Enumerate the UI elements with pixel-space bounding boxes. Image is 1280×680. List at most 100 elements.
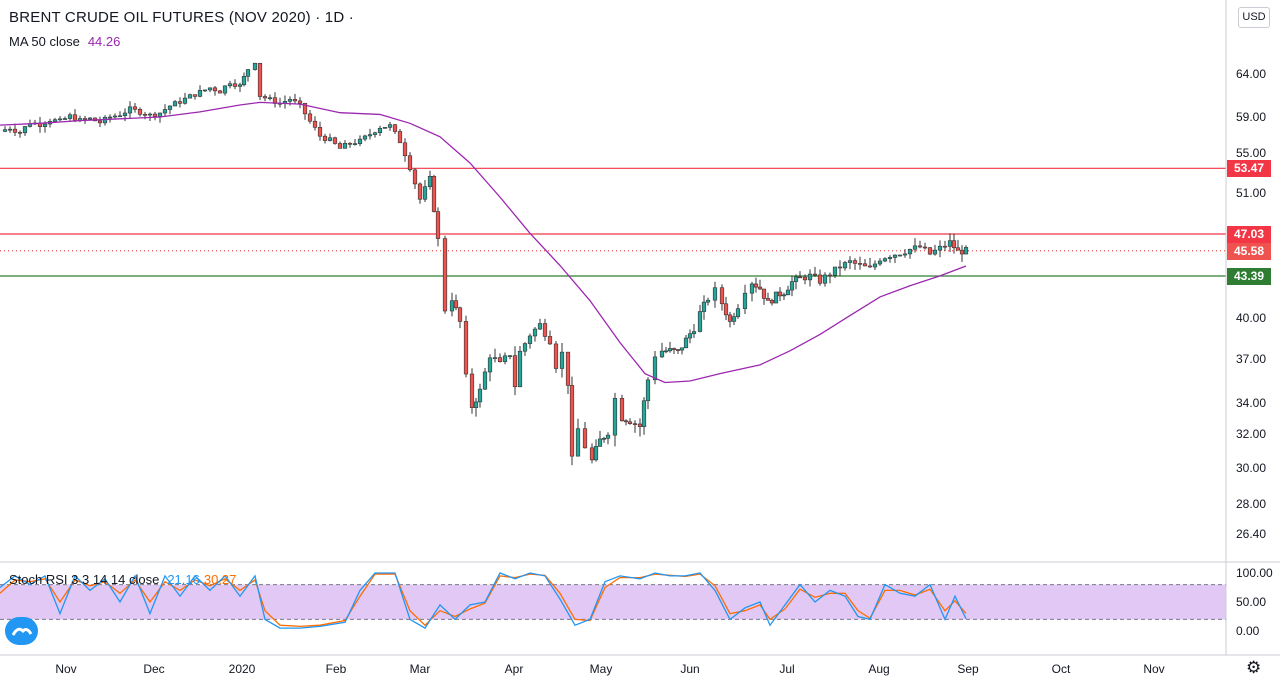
candle-body <box>317 127 323 137</box>
candle-body <box>942 245 948 248</box>
candle-body <box>142 113 148 116</box>
candle-body <box>781 294 787 297</box>
logo-glyph <box>11 627 33 636</box>
candle-body <box>232 83 238 87</box>
candle-body <box>917 245 923 248</box>
ma-legend[interactable]: MA 50 close 44.26 <box>9 34 120 49</box>
candle-body <box>731 316 737 322</box>
price-tick-label: 59.00 <box>1236 110 1266 124</box>
horizontal-levels <box>0 167 1226 277</box>
candle-body <box>427 176 433 187</box>
candle-body <box>641 400 647 427</box>
price-tick-label: 30.00 <box>1236 461 1266 475</box>
ma50-polyline <box>0 101 967 384</box>
candle-body <box>663 350 669 353</box>
candle-body <box>687 333 693 339</box>
candle-body <box>372 132 378 135</box>
gear-icon[interactable]: ⚙ <box>1246 658 1262 677</box>
candle-body <box>777 291 783 297</box>
candle-body <box>127 106 133 114</box>
time-tick-label: Sep <box>957 662 979 676</box>
candle-body <box>262 96 268 99</box>
candle-body <box>507 355 513 357</box>
candle-body <box>922 246 928 249</box>
candle-body <box>727 314 733 322</box>
candle-body <box>723 303 729 316</box>
candle-body <box>267 97 273 100</box>
currency-button[interactable]: USD <box>1238 7 1270 28</box>
candle-body <box>397 131 403 144</box>
price-tick-label: 26.40 <box>1236 527 1266 541</box>
candle-body <box>837 266 843 269</box>
candle-body <box>157 112 163 117</box>
stoch-tick-label: 0.00 <box>1236 624 1260 638</box>
candle-body <box>797 276 803 279</box>
candle-body <box>107 116 113 119</box>
candle-body <box>327 137 333 141</box>
candle-body <box>897 254 903 257</box>
candle-body <box>765 298 771 301</box>
candle-body <box>632 423 638 425</box>
candle-body <box>547 336 553 345</box>
chart-title[interactable]: BRENT CRUDE OIL FUTURES (NOV 2020) · 1D … <box>9 9 354 26</box>
candle-body <box>463 321 469 375</box>
stoch-band-fill <box>0 584 1226 620</box>
candle-body <box>387 124 393 128</box>
candle-body <box>212 87 218 92</box>
candle-body <box>322 135 328 141</box>
candle-body <box>497 357 503 362</box>
candle-body <box>122 112 128 117</box>
candle-body <box>542 323 548 337</box>
candle-body <box>57 118 63 121</box>
candle-body <box>82 118 88 120</box>
stoch-k-line <box>0 572 967 629</box>
candle-body <box>817 274 823 284</box>
candle-body <box>802 276 808 281</box>
candle-body <box>852 260 858 264</box>
candle-body <box>601 437 607 440</box>
time-tick-label: Jul <box>779 662 794 676</box>
candle-body <box>912 245 918 250</box>
candle-body <box>167 105 173 110</box>
candle-body <box>147 113 153 116</box>
candle-body <box>882 258 888 262</box>
candle-body <box>667 348 673 352</box>
candle-body <box>17 132 23 134</box>
tradingview-logo-icon[interactable] <box>5 617 38 645</box>
candle-body <box>182 97 188 104</box>
candle-body <box>332 137 338 144</box>
candle-body <box>955 247 961 251</box>
candle-body <box>517 350 523 388</box>
candle-body <box>245 69 251 77</box>
stoch-rsi-lines <box>0 572 967 629</box>
candle-body <box>575 428 581 457</box>
candle-body <box>671 348 677 350</box>
candle-body <box>701 301 707 312</box>
candle-body <box>553 343 559 369</box>
stoch-tick-label: 100.00 <box>1236 566 1273 580</box>
candle-body <box>719 287 725 305</box>
candle-body <box>932 249 938 255</box>
candle-body <box>605 434 611 439</box>
candle-body <box>449 300 455 312</box>
candle-body <box>492 357 498 359</box>
candle-body <box>769 300 775 304</box>
time-tick-label: Nov <box>55 662 76 676</box>
price-tick-label: 64.00 <box>1236 67 1266 81</box>
price-tag: 45.58 <box>1227 242 1271 260</box>
candle-body <box>357 138 363 144</box>
candle-body <box>72 114 78 121</box>
candle-body <box>442 238 448 312</box>
candle-body <box>822 274 828 284</box>
candle-body <box>812 273 818 276</box>
candle-body <box>697 311 703 332</box>
candle-body <box>207 87 213 91</box>
candle-body <box>87 117 93 120</box>
candle-body <box>593 446 599 461</box>
stoch-rsi-legend[interactable]: Stoch RSI 3 3 14 14 close 21.16 30.27 <box>9 572 236 587</box>
candle-body <box>52 119 58 122</box>
price-tick-label: 34.00 <box>1236 396 1266 410</box>
candle-body <box>872 263 878 268</box>
